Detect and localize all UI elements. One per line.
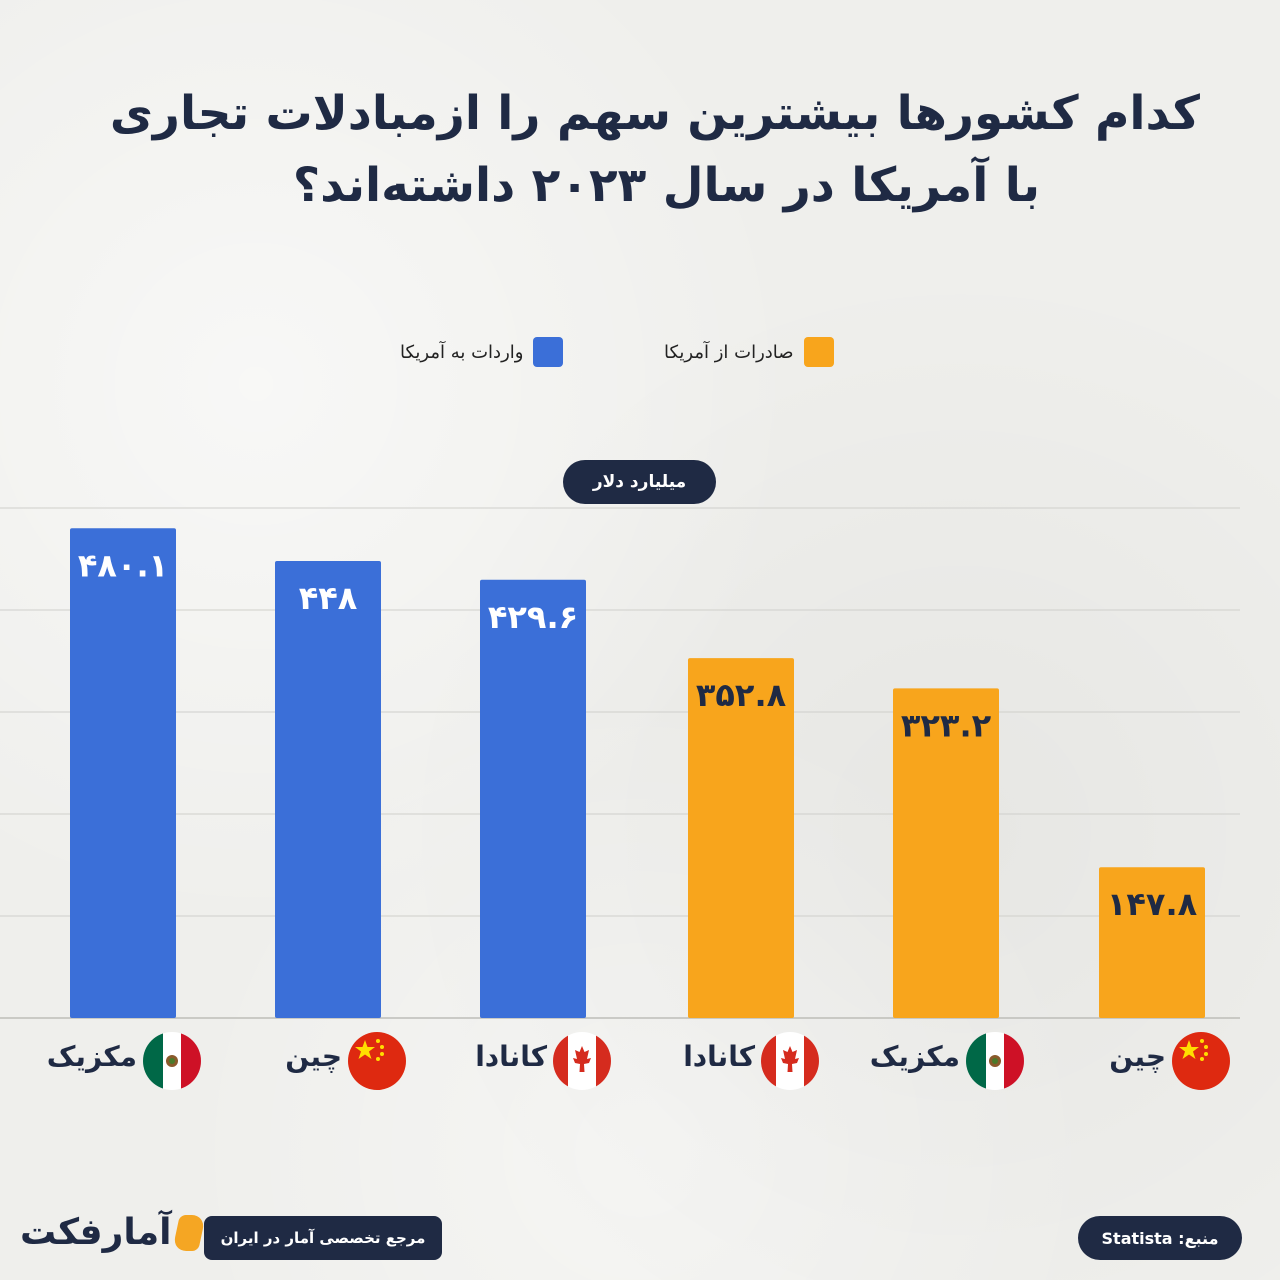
category-label: مکزیک [46,1040,137,1073]
mexico-flag-icon [143,1032,201,1090]
china-flag-icon [1172,1032,1230,1090]
china-flag-icon [348,1032,406,1090]
bar [70,528,176,1018]
category-label: کانادا [475,1040,547,1073]
unit-label: میلیارد دلار [563,460,716,504]
title-line-1: کدام کشورها بیشترین سهم را ازمبادلات تجا… [109,86,1200,141]
legend-item-imports: واردات به آمریکا [400,337,564,367]
canada-flag-icon [553,1032,611,1090]
brand-logo-mark [171,1214,206,1251]
mexico-flag-icon [966,1032,1024,1090]
source-label: منبع: Statista [1078,1216,1242,1260]
category-label: چین [1109,1040,1166,1073]
bar-value-label: ۴۲۹.۶ [488,598,578,636]
canada-flag-icon [761,1032,819,1090]
bar-value-label: ۴۸۰.۱ [78,546,168,584]
bar [275,561,381,1018]
bar [480,579,586,1018]
legend-swatch-imports [533,337,564,367]
category-label: کانادا [683,1040,755,1073]
brand-logo: آمارفکت [20,1212,206,1253]
brand-tagline: مرجع تخصصی آمار در ایران [204,1216,442,1260]
bar-value-label: ۱۴۷.۸ [1107,885,1198,923]
bar-value-label: ۳۵۲.۸ [696,676,787,714]
category-label: چین [285,1040,342,1073]
chart-title: کدام کشورها بیشترین سهم را ازمبادلات تجا… [60,78,1200,222]
bar [893,688,999,1018]
bar [1099,867,1205,1018]
bar [688,658,794,1018]
title-line-2: با آمریکا در سال ۲۰۲۳ داشته‌اند؟ [292,158,1040,213]
legend-label-imports: واردات به آمریکا [400,341,524,363]
legend-item-exports: صادرات از آمریکا [664,337,834,367]
legend-swatch-exports [803,337,834,367]
bar-value-label: ۳۲۳.۲ [901,706,992,744]
legend-label-exports: صادرات از آمریکا [664,341,794,363]
brand-logo-text: آمارفکت [20,1212,172,1253]
category-label: مکزیک [869,1040,960,1073]
bar-value-label: ۴۴۸ [299,579,358,617]
